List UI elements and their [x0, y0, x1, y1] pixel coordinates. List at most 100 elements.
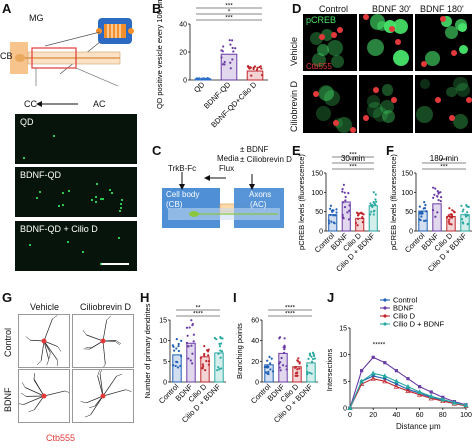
data-point — [218, 368, 221, 371]
data-point — [189, 359, 192, 362]
pcreb-nucleus — [320, 28, 333, 41]
series-marker — [405, 383, 411, 389]
dendrite — [25, 387, 45, 397]
data-point — [207, 363, 210, 366]
sig-marker: *** — [440, 164, 448, 171]
data-point — [283, 348, 286, 351]
pcreb-nucleus — [455, 83, 470, 98]
x-tick-label: QD — [192, 80, 207, 95]
data-point — [203, 345, 206, 348]
sig-marker: *** — [225, 3, 233, 10]
ctb555-cell — [312, 91, 319, 98]
data-point — [279, 369, 282, 372]
panel-c-diagram — [162, 172, 284, 228]
dendrite-branch — [19, 403, 24, 405]
x-tick-label: 20 — [369, 412, 377, 419]
data-point — [333, 222, 336, 225]
data-point — [335, 211, 338, 214]
data-point — [190, 319, 193, 322]
series-marker — [463, 402, 469, 408]
data-point — [423, 200, 426, 204]
mg-label: MG — [29, 13, 44, 23]
data-point — [375, 200, 378, 203]
data-point — [308, 371, 311, 374]
dendrite — [43, 340, 50, 360]
data-point — [179, 364, 182, 368]
qd-particle — [119, 206, 122, 209]
data-point — [271, 370, 275, 373]
series-marker — [417, 389, 423, 394]
qd-particle — [90, 199, 93, 202]
panel-j-label: J — [327, 290, 335, 305]
ctb555-cell — [318, 33, 325, 40]
dendrite — [102, 389, 126, 397]
data-point — [191, 324, 194, 327]
data-point — [449, 216, 452, 219]
series-line — [349, 356, 467, 409]
data-point — [220, 350, 224, 353]
panel-f-label: F — [386, 143, 394, 158]
y-tick-label: 50 — [405, 209, 413, 216]
chamber-insert — [104, 24, 126, 38]
data-point — [264, 371, 267, 374]
dendrite-branch — [106, 315, 112, 321]
y-tick-label: 100 — [401, 190, 413, 197]
data-point — [461, 221, 464, 224]
ctb555-cell — [388, 25, 395, 32]
qd-particle — [118, 236, 121, 239]
sig-marker: **** — [285, 311, 296, 318]
data-point — [357, 217, 360, 221]
bar — [220, 53, 238, 81]
g-row-bdnf: BDNF — [3, 387, 13, 413]
data-point — [327, 222, 331, 225]
d-row-vehicle: Vehicle — [289, 36, 299, 66]
data-point — [216, 369, 219, 372]
trkb-arrow-icon — [179, 184, 185, 190]
pcreb-nucleus — [381, 109, 395, 123]
d-image-vehicle-bdnf180 — [415, 14, 472, 71]
data-point — [175, 338, 178, 341]
scale-bar — [101, 263, 129, 265]
panel-d-label: D — [292, 1, 302, 16]
y-axis-label: QD positive vesicle every 100 μm² — [155, 0, 164, 109]
series-marker — [370, 375, 376, 381]
sig-marker: *** — [349, 158, 357, 165]
dendrite-branch — [99, 370, 103, 374]
y-tick-label: 40 — [251, 338, 259, 345]
data-point — [207, 348, 210, 351]
data-point — [451, 216, 454, 219]
dendrite-branch — [125, 389, 132, 392]
trkb-fc-label: TrkB-Fc — [168, 164, 197, 173]
ctb555-cell — [331, 31, 338, 38]
data-point — [341, 188, 344, 191]
chart-title: 30 min — [341, 154, 365, 163]
data-point — [219, 336, 222, 339]
data-point — [307, 357, 310, 360]
data-point — [265, 365, 268, 369]
qd-particle — [29, 243, 32, 246]
dendrite-branch — [114, 341, 121, 346]
data-point — [248, 67, 251, 70]
data-point — [334, 214, 337, 217]
series-marker — [440, 396, 446, 402]
series-marker — [393, 378, 399, 384]
dendrite-branch — [115, 340, 122, 344]
data-point — [449, 213, 452, 216]
data-point — [204, 369, 207, 372]
j-xlabel: Distance μm — [396, 422, 441, 431]
qd-particle — [96, 182, 99, 185]
qd-particle — [118, 210, 121, 213]
y-tick-label: 10 — [159, 338, 167, 345]
d-image-cilio-control — [303, 75, 357, 133]
data-point — [466, 223, 469, 226]
data-point — [361, 216, 364, 219]
data-point — [372, 191, 375, 194]
data-point — [296, 374, 299, 377]
data-point — [220, 56, 223, 59]
dendrite — [102, 320, 107, 342]
series-marker — [428, 393, 434, 399]
qd-particle — [39, 190, 42, 193]
data-point — [177, 344, 180, 348]
sig-marker: ** — [195, 305, 201, 312]
